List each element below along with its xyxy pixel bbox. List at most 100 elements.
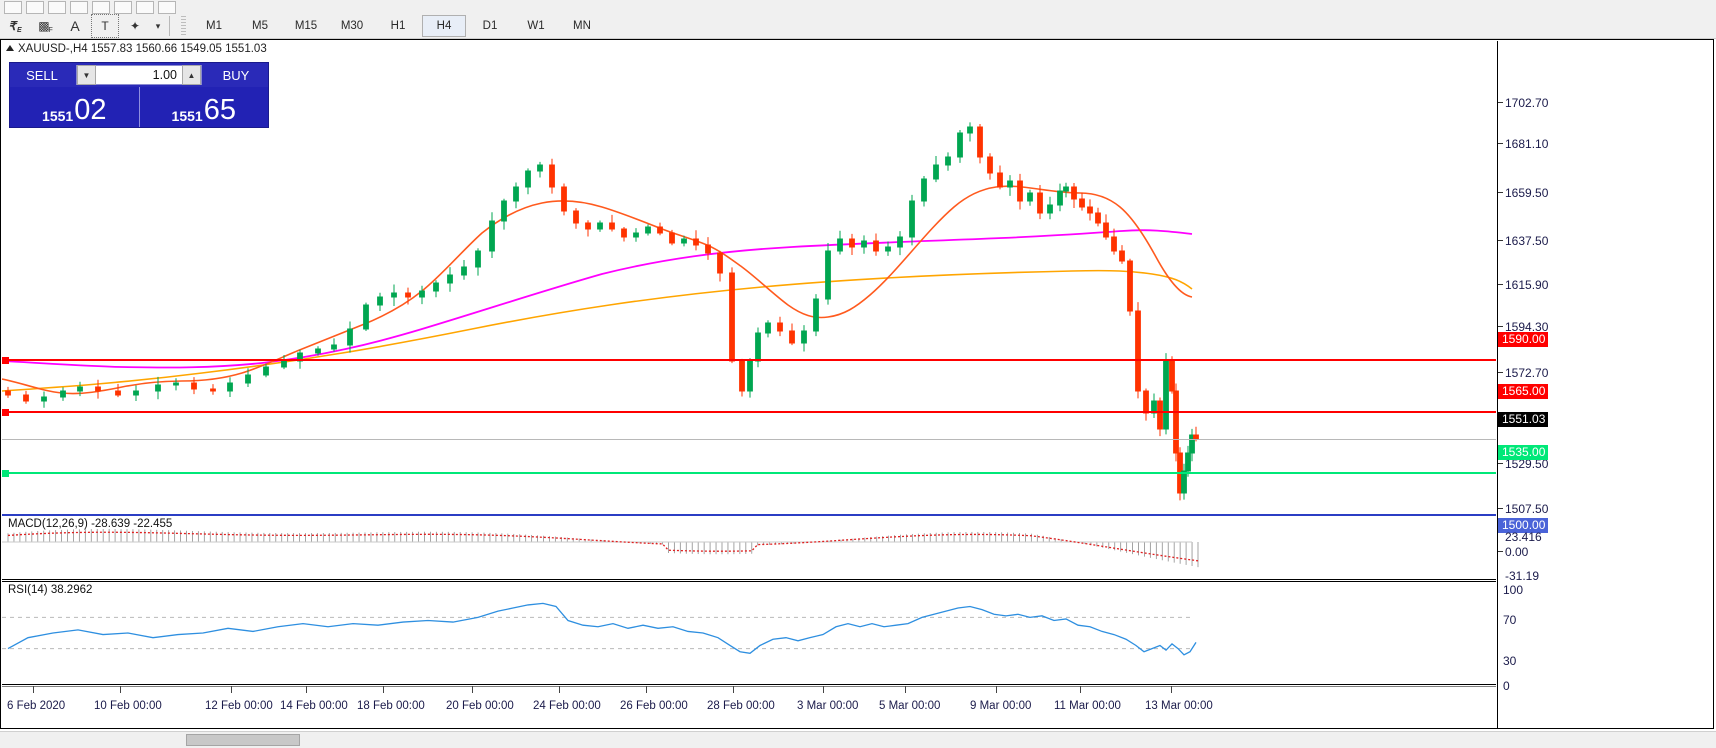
time-axis[interactable]: 6 Feb 2020 10 Feb 00:00 12 Feb 00:00 14 Feb…	[2, 686, 1714, 728]
price-tick: 1572.70	[1498, 366, 1548, 380]
resistance-line-1565[interactable]	[2, 411, 1496, 413]
oct-divider	[138, 87, 140, 127]
buy-price-prefix: 1551	[171, 108, 203, 124]
rsi-tick: 30	[1503, 654, 1517, 668]
macd-series	[2, 529, 1199, 568]
volume-increment-icon[interactable]: ▲	[182, 65, 201, 85]
time-axis-tick	[646, 686, 647, 693]
drawing-objects-icon[interactable]: ✦	[129, 19, 141, 33]
candlestick-series	[5, 122, 1199, 501]
grid-icon[interactable]: ▩ F	[38, 19, 53, 34]
timeframe-mn[interactable]: MN	[573, 20, 591, 32]
toolbar-secondary[interactable]	[0, 0, 1716, 15]
one-click-trading-panel[interactable]: SELL ▼ 1.00 ▲ BUY 1551 02 1551 65	[9, 62, 269, 128]
line-handle-1535[interactable]	[2, 470, 9, 477]
toolbar-chip[interactable]	[70, 0, 88, 14]
toolbar-chip[interactable]	[4, 0, 22, 14]
time-axis-label: 11 Mar 00:00	[1054, 700, 1121, 712]
timeframe-d1[interactable]: D1	[482, 20, 498, 32]
indicators-icon[interactable]: ₹ E	[8, 19, 22, 34]
support-line-1535[interactable]	[2, 472, 1496, 474]
time-axis-tick	[559, 686, 560, 693]
text-label-icon[interactable]: A	[70, 18, 80, 34]
timeframe-m5[interactable]: M5	[252, 20, 268, 32]
time-axis-label: 6 Feb 2020	[7, 700, 66, 712]
resistance-line-1590[interactable]	[2, 359, 1496, 361]
oct-controls-row[interactable]: SELL ▼ 1.00 ▲ BUY	[10, 63, 268, 87]
toolbar-grip[interactable]	[181, 16, 186, 36]
price-scale[interactable]: 1702.70 1681.10 1659.50 1637.50 1615.90 1594.…	[1497, 41, 1713, 728]
time-axis-tick	[231, 686, 232, 693]
toolbar-chip[interactable]	[48, 0, 66, 14]
time-axis-tick	[120, 686, 121, 693]
time-axis-label: 3 Mar 00:00	[797, 700, 859, 712]
symbol-header-text: XAUUSD-,H4 1557.83 1560.66 1549.05 1551.…	[18, 43, 267, 55]
price-tick: 1702.70	[1498, 96, 1548, 110]
buy-price[interactable]: 1551 65	[140, 87, 269, 127]
oct-prices-row[interactable]: 1551 02 1551 65	[10, 87, 268, 127]
time-axis-tick	[1171, 686, 1172, 693]
time-axis-tick	[733, 686, 734, 693]
time-axis-tick	[472, 686, 473, 693]
timeframe-m15[interactable]: M15	[294, 20, 318, 32]
volume-stepper[interactable]: ▼ 1.00 ▲	[76, 65, 202, 85]
support-1535-label[interactable]: 1535.00	[1498, 445, 1549, 460]
line-handle-1590[interactable]	[2, 357, 9, 364]
rsi-tick: 70	[1503, 613, 1517, 627]
rsi-tick: 0	[1503, 679, 1510, 693]
price-pane[interactable]	[2, 61, 1496, 513]
current-price-label[interactable]: 1551.03	[1498, 412, 1549, 427]
time-axis-label: 18 Feb 00:00	[357, 700, 425, 712]
line-handle-1565[interactable]	[2, 409, 9, 416]
resistance-1590-label[interactable]: 1590.00	[1498, 332, 1549, 347]
sell-price[interactable]: 1551 02	[10, 87, 139, 127]
timeframe-m1[interactable]: M1	[206, 20, 222, 32]
price-tick: 1659.50	[1498, 186, 1548, 200]
resistance-1565-label[interactable]: 1565.00	[1498, 384, 1549, 399]
sell-button[interactable]: SELL	[26, 67, 58, 83]
toolbar-chip[interactable]	[92, 0, 110, 14]
rsi-pane[interactable]: RSI(14) 38.2962	[2, 581, 1496, 685]
toolbar-chip[interactable]	[158, 0, 176, 14]
rsi-tick: 100	[1503, 583, 1524, 597]
price-tick: 1594.30	[1498, 320, 1548, 334]
text-object-icon[interactable]: T	[91, 14, 119, 38]
toolbar-chip[interactable]	[114, 0, 132, 14]
scrollbar-thumb[interactable]	[186, 734, 300, 746]
toolbar-main[interactable]: ₹ E ▩ F A T ✦ ▾ M1 M5 M15 M30 H1 H4 D1 W1…	[0, 14, 1716, 39]
toolbar-chip[interactable]	[26, 0, 44, 14]
price-tick: 1529.50	[1498, 457, 1548, 471]
volume-decrement-icon[interactable]: ▼	[77, 65, 96, 85]
toolbar-chip[interactable]	[136, 0, 154, 14]
time-axis-label: 9 Mar 00:00	[970, 700, 1032, 712]
buy-button[interactable]: BUY	[222, 67, 250, 83]
chevron-down-icon[interactable]: ▾	[155, 20, 161, 31]
time-axis-label: 24 Feb 00:00	[533, 700, 601, 712]
horizontal-scrollbar[interactable]	[0, 731, 1716, 748]
chart-window[interactable]: MACD(12,26,9) -28.639 -22.455 RSI(14) 38…	[0, 39, 1714, 729]
symbol-header: XAUUSD-,H4 1557.83 1560.66 1549.05 1551.…	[6, 43, 267, 55]
timeframe-m30[interactable]: M30	[340, 20, 364, 32]
support-1500-label[interactable]: 1500.00	[1498, 518, 1549, 533]
time-axis-label: 14 Feb 00:00	[280, 700, 348, 712]
time-axis-label: 20 Feb 00:00	[446, 700, 514, 712]
time-axis-tick	[823, 686, 824, 693]
sell-price-pips: 02	[74, 94, 107, 126]
time-axis-tick	[905, 686, 906, 693]
timeframe-h1[interactable]: H1	[390, 20, 406, 32]
time-axis-tick	[306, 686, 307, 693]
price-tick: 1507.50	[1498, 502, 1548, 516]
trend-up-icon	[6, 45, 14, 51]
macd-tick: -31.19	[1505, 569, 1540, 583]
time-axis-label: 13 Mar 00:00	[1145, 700, 1213, 712]
price-tick: 1681.10	[1498, 137, 1548, 151]
time-axis-label: 5 Mar 00:00	[879, 700, 941, 712]
time-axis-ticks	[2, 686, 1496, 687]
timeframe-h4[interactable]: H4	[422, 15, 466, 37]
toolbar-divider	[169, 16, 176, 36]
volume-value[interactable]: 1.00	[152, 68, 177, 82]
time-axis-label: 26 Feb 00:00	[620, 700, 688, 712]
macd-pane[interactable]: MACD(12,26,9) -28.639 -22.455	[2, 514, 1496, 580]
timeframe-w1[interactable]: W1	[527, 20, 545, 32]
time-axis-tick	[996, 686, 997, 693]
